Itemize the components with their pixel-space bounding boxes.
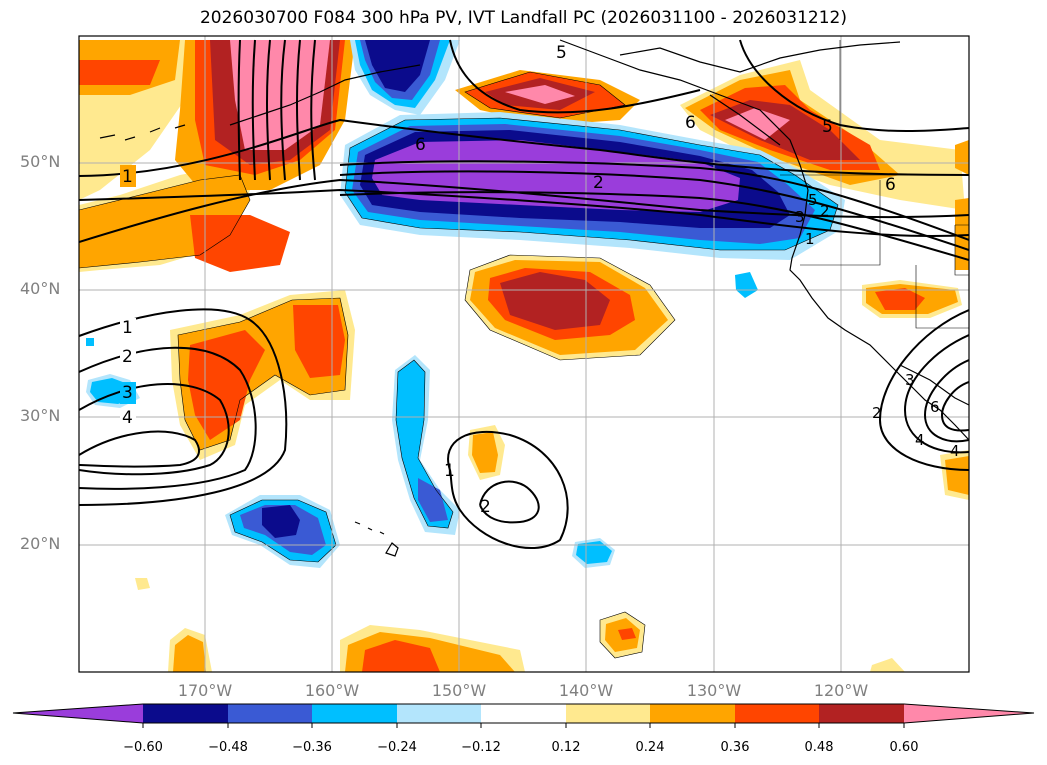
contour-label: 6 [415,135,426,155]
lon-label-120w: 120°W [813,681,869,700]
map-frame [78,35,970,673]
lon-label-140w: 140°W [558,681,614,700]
contour-label: 5 [808,191,818,209]
colorbar-tick-label: −0.60 [123,740,163,755]
anomaly-outlines [79,71,839,659]
contour-label: 6 [930,398,940,416]
contour-label: 6 [885,175,896,195]
colorbar-tick-label: −0.36 [292,740,332,755]
contour-label: 3 [122,383,133,403]
contour-label: 5 [822,117,833,137]
colorbar-extend-min [13,704,143,723]
colorbar-tick-label: 0.36 [720,740,750,755]
contour-label: 2 [593,173,604,193]
lon-label-160w: 160°W [304,681,360,700]
contour-label: 1 [805,230,815,248]
lat-label-20n: 20°N [20,534,61,553]
colorbar-tick-label: 0.24 [635,740,665,755]
colorbar-tick-label: 0.48 [804,740,834,755]
colorbar-tick-label: 0.60 [889,740,919,755]
positive-anomaly-fills [79,40,969,672]
colorbar-tick-label: −0.24 [377,740,417,755]
contour-label: 3 [795,208,805,226]
colorbar-extend-max [904,704,1034,723]
map-title: 2026030700 F084 300 hPa PV, IVT Landfall… [199,8,847,28]
lon-label-150w: 150°W [431,681,487,700]
colorbar-tick-label: −0.12 [461,740,501,755]
contour-label: 4 [950,442,960,460]
ivt-contours [79,39,969,549]
contour-label: 6 [685,113,696,133]
colorbar-tick-label: −0.48 [208,740,248,755]
contour-label: 5 [556,43,567,63]
contour-label: 4 [915,431,925,449]
contour-label: 4 [122,408,133,428]
lat-label-50n: 50°N [20,152,61,171]
gridlines [79,36,969,672]
contour-labels: 1 1 2 3 4 6 2 5 5 6 6 5 3 2 1 1 2 2 3 4 … [120,43,960,517]
contour-label: 3 [905,371,915,389]
contour-label: 2 [820,202,830,220]
coastlines [99,39,969,557]
lat-label-40n: 40°N [20,279,61,298]
colorbar-tick-label: 0.12 [551,740,581,755]
contour-label: 1 [122,318,133,338]
contour-label: 2 [480,497,491,517]
contour-label: 1 [444,461,455,481]
lat-label-30n: 30°N [20,406,61,425]
contour-label: 1 [122,167,133,187]
contour-label: 2 [872,404,882,422]
lon-label-130w: 130°W [686,681,742,700]
lon-label-170w: 170°W [177,681,233,700]
colorbar [12,703,1035,728]
negative-anomaly-fills [86,40,845,568]
contour-label: 2 [122,347,133,367]
